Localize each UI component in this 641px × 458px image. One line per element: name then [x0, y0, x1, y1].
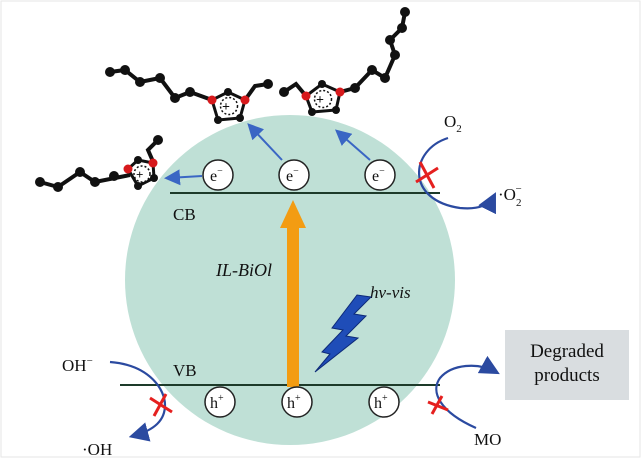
svg-text:e−: e− [286, 166, 299, 185]
hole-2: h+ [281, 386, 313, 418]
transfer-arrow-3 [334, 129, 371, 161]
electron-1: e− [202, 159, 234, 191]
electron-3: e− [364, 159, 396, 191]
svg-text:h+: h+ [374, 393, 388, 412]
svg-text:e−: e− [210, 166, 223, 185]
blocked-mark-right [427, 395, 449, 415]
oxygen-label: O2 [444, 112, 462, 135]
oxygen-reduction-curve [418, 136, 496, 215]
svg-text:e−: e− [372, 166, 385, 185]
lightning-icon [314, 294, 373, 373]
svg-text:+: + [136, 167, 143, 182]
blocked-mark-left [149, 393, 173, 417]
center-label: IL-BiOl [215, 260, 272, 280]
degraded-products-label: Degraded products [505, 340, 629, 388]
hydroxide-label: OH− [62, 355, 93, 375]
vb-label: VB [173, 361, 197, 380]
hydroxyl-radical-label: ·OH [82, 440, 112, 458]
svg-text:+: + [222, 100, 230, 115]
ionic-liquid-molecule-3: + [279, 7, 410, 116]
excitation-arrow [280, 200, 306, 387]
degraded-products-line-1: Degraded [530, 341, 604, 362]
ionic-liquid-molecule-2: + [105, 65, 273, 124]
hole-3: h+ [368, 386, 400, 418]
superoxide-label: ·O2− [498, 183, 522, 209]
ionic-liquid-molecule-1: + [35, 135, 163, 192]
cb-label: CB [173, 205, 196, 224]
svg-text:h+: h+ [287, 393, 301, 412]
transfer-arrow-2 [247, 123, 283, 161]
hole-1: h+ [204, 386, 236, 418]
degraded-products-line-2: products [534, 365, 600, 386]
svg-text:h+: h+ [210, 393, 224, 412]
mo-degradation-curve [435, 355, 500, 430]
mo-label: MO [474, 430, 501, 449]
svg-text:+: + [316, 93, 324, 108]
hydroxide-oxidation-curve [109, 360, 167, 442]
light-label: hv-vis [370, 283, 411, 302]
electron-2: e− [278, 159, 310, 191]
transfer-arrow-1 [164, 169, 203, 186]
blocked-mark-top [415, 161, 439, 189]
degraded-products-box [505, 330, 629, 400]
